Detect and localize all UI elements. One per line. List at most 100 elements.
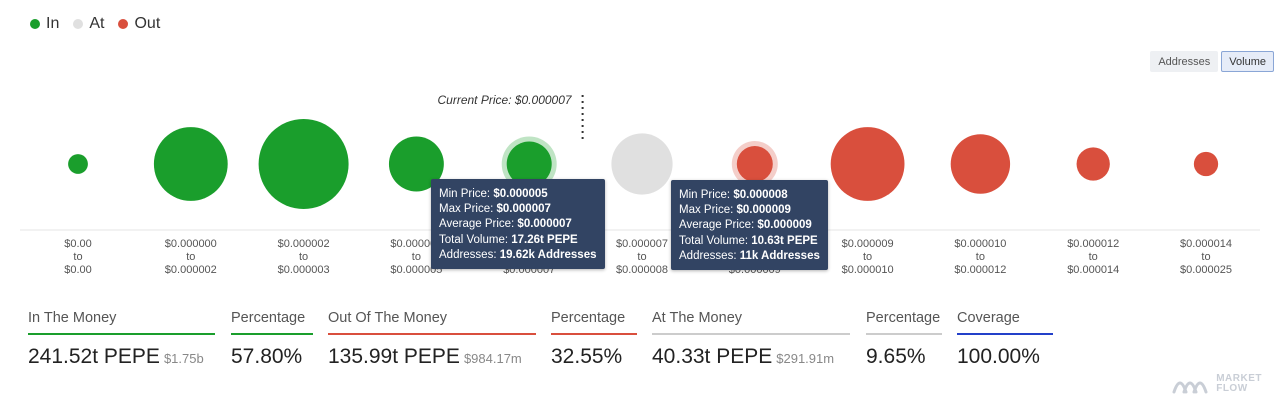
stat-value: 40.33t PEPE $291.91m <box>652 345 850 369</box>
tooltip-line: Addresses: 11k Addresses <box>679 249 820 264</box>
stat-label: Coverage <box>957 310 1053 335</box>
tooltip-line: Average Price: $0.000009 <box>679 218 820 233</box>
tooltip-line-label: Min Price: <box>679 189 734 201</box>
x-tick-label: $0.000007 to $0.000008 <box>616 238 668 276</box>
stat-value: 57.80% <box>231 345 313 369</box>
bubble-in-1[interactable] <box>68 154 88 174</box>
stat-amount: 135.99t PEPE <box>328 345 460 368</box>
stat-at-the-money: At The Money 40.33t PEPE $291.91m <box>652 310 850 369</box>
stat-value: 100.00% <box>957 345 1053 369</box>
tooltip-line: Min Price: $0.000008 <box>679 188 820 203</box>
stat-label: Out Of The Money <box>328 310 536 335</box>
stat-at-percentage: Percentage 9.65% <box>866 310 942 369</box>
tooltip-line-value: $0.000009 <box>736 204 791 217</box>
bubble-out-9[interactable] <box>950 134 1011 194</box>
tooltip-line-label: Max Price: <box>679 204 737 217</box>
tooltip-line-value: $0.000005 <box>493 188 548 200</box>
legend-label-out: Out <box>134 15 161 32</box>
bubble-in-5[interactable] <box>506 141 552 187</box>
watermark-text: MARKET FLOW <box>1216 374 1262 394</box>
x-tick-label: $0.000000 to $0.000002 <box>165 238 217 276</box>
x-tick-label: $0.000012 to $0.000014 <box>1067 238 1119 276</box>
stat-value: 9.65% <box>866 345 942 369</box>
bubble-in-4[interactable] <box>388 136 444 192</box>
x-axis-ticks: $0.00 to $0.00 $0.000000 to $0.000002 $0.00000… <box>64 238 1232 276</box>
watermark-line1: MARKET <box>1216 373 1262 384</box>
legend-dot-in <box>30 19 40 29</box>
x-tick-label: $0.000014 to $0.000025 <box>1180 238 1232 276</box>
tooltip-line: Addresses: 19.62k Addresses <box>439 248 597 263</box>
tooltip-line-value: 19.62k Addresses <box>499 248 597 261</box>
legend-label-at: At <box>89 15 105 32</box>
tooltip-line: Max Price: $0.000007 <box>439 202 597 217</box>
stat-value: 32.55% <box>551 345 637 369</box>
stat-label: In The Money <box>28 310 215 335</box>
tooltip-line-value: $0.000007 <box>517 218 572 231</box>
bubble-out-11[interactable] <box>1193 151 1219 177</box>
stat-amount: 241.52t PEPE <box>28 345 160 368</box>
stat-label: Percentage <box>231 310 313 335</box>
stat-out-of-the-money: Out Of The Money 135.99t PEPE $984.17m <box>328 310 536 369</box>
stat-in-percentage: Percentage 57.80% <box>231 310 313 369</box>
stat-coverage: Coverage 100.00% <box>957 310 1053 369</box>
stat-value: 241.52t PEPE $1.75b <box>28 345 215 369</box>
stat-label: At The Money <box>652 310 850 335</box>
stat-label: Percentage <box>866 310 942 335</box>
legend-label-in: In <box>46 15 60 32</box>
legend-dot-out <box>118 19 129 29</box>
metric-toggle: Addresses Volume <box>1150 51 1274 72</box>
stat-amount: 40.33t PEPE <box>652 345 773 368</box>
tooltip-line: Max Price: $0.000009 <box>679 203 820 218</box>
watermark: MARKET FLOW <box>1170 372 1262 396</box>
addresses-button[interactable]: Addresses <box>1150 51 1219 72</box>
tooltip-line: Total Volume: 17.26t PEPE <box>439 233 597 248</box>
x-tick-label: $0.00 to $0.00 <box>64 238 92 276</box>
stat-label: Percentage <box>551 310 637 335</box>
x-tick-label: $0.000009 to $0.000010 <box>842 238 894 276</box>
legend-dot-at <box>73 19 84 29</box>
legend-item-out[interactable]: Out <box>118 15 160 33</box>
summary-stats: In The Money 241.52t PEPE $1.75b Percenta… <box>0 310 1280 390</box>
tooltip-line-label: Addresses: <box>679 249 740 262</box>
bubble-chart: Current Price: $0.000007 $0.00 to $0.00$0.… <box>20 93 1260 276</box>
tooltip-line-value: $0.000009 <box>757 219 812 232</box>
tooltip-line-value: 10.63t PEPE <box>751 234 818 247</box>
tooltip-line-label: Average Price: <box>679 219 758 232</box>
legend-item-in[interactable]: In <box>30 15 59 33</box>
stat-usd: $291.91m <box>776 351 835 366</box>
x-tick-label: $0.000010 to $0.000012 <box>954 238 1006 276</box>
tooltip-line-label: Addresses: <box>439 248 500 261</box>
stat-amount: 57.80% <box>231 345 303 368</box>
legend-item-at[interactable]: At <box>73 15 104 33</box>
tooltip-line: Total Volume: 10.63t PEPE <box>679 234 820 249</box>
stat-amount: 9.65% <box>866 345 926 368</box>
tooltip-bucket-5: Min Price: $0.000005 Max Price: $0.000007… <box>431 179 605 270</box>
tooltip-bucket-7: Min Price: $0.000008 Max Price: $0.000009… <box>671 180 828 271</box>
bubble-out-10[interactable] <box>1076 147 1110 181</box>
bubble-out-7[interactable] <box>736 146 773 182</box>
tooltip-line-label: Total Volume: <box>439 233 512 246</box>
bubble-in-2[interactable] <box>153 127 228 201</box>
bubble-in-3[interactable] <box>258 119 349 209</box>
bubble-at-6[interactable] <box>611 133 673 195</box>
stat-out-percentage: Percentage 32.55% <box>551 310 637 369</box>
tooltip-line-label: Max Price: <box>439 203 497 216</box>
x-tick-label: $0.000003 to $0.000005 <box>390 238 442 276</box>
bubble-out-8[interactable] <box>830 127 905 201</box>
tooltip-line-value: 11k Addresses <box>739 249 820 262</box>
stat-in-the-money: In The Money 241.52t PEPE $1.75b <box>28 310 215 369</box>
tooltip-line-label: Min Price: <box>439 188 494 200</box>
tooltip-line-value: $0.000007 <box>496 203 551 216</box>
marketflow-logo-icon <box>1172 381 1208 394</box>
volume-button[interactable]: Volume <box>1221 51 1274 72</box>
bubbles-group <box>68 119 1219 209</box>
tooltip-line-value: $0.000008 <box>733 189 788 201</box>
watermark-line2: FLOW <box>1216 383 1248 394</box>
stat-amount: 32.55% <box>551 345 623 368</box>
stat-usd: $1.75b <box>163 351 204 366</box>
x-tick-label: $0.000002 to $0.000003 <box>278 238 330 276</box>
tooltip-line-label: Average Price: <box>439 218 518 231</box>
tooltip-line: Min Price: $0.000005 <box>439 187 597 202</box>
stat-value: 135.99t PEPE $984.17m <box>328 345 536 369</box>
chart-legend: In At Out <box>30 15 160 33</box>
